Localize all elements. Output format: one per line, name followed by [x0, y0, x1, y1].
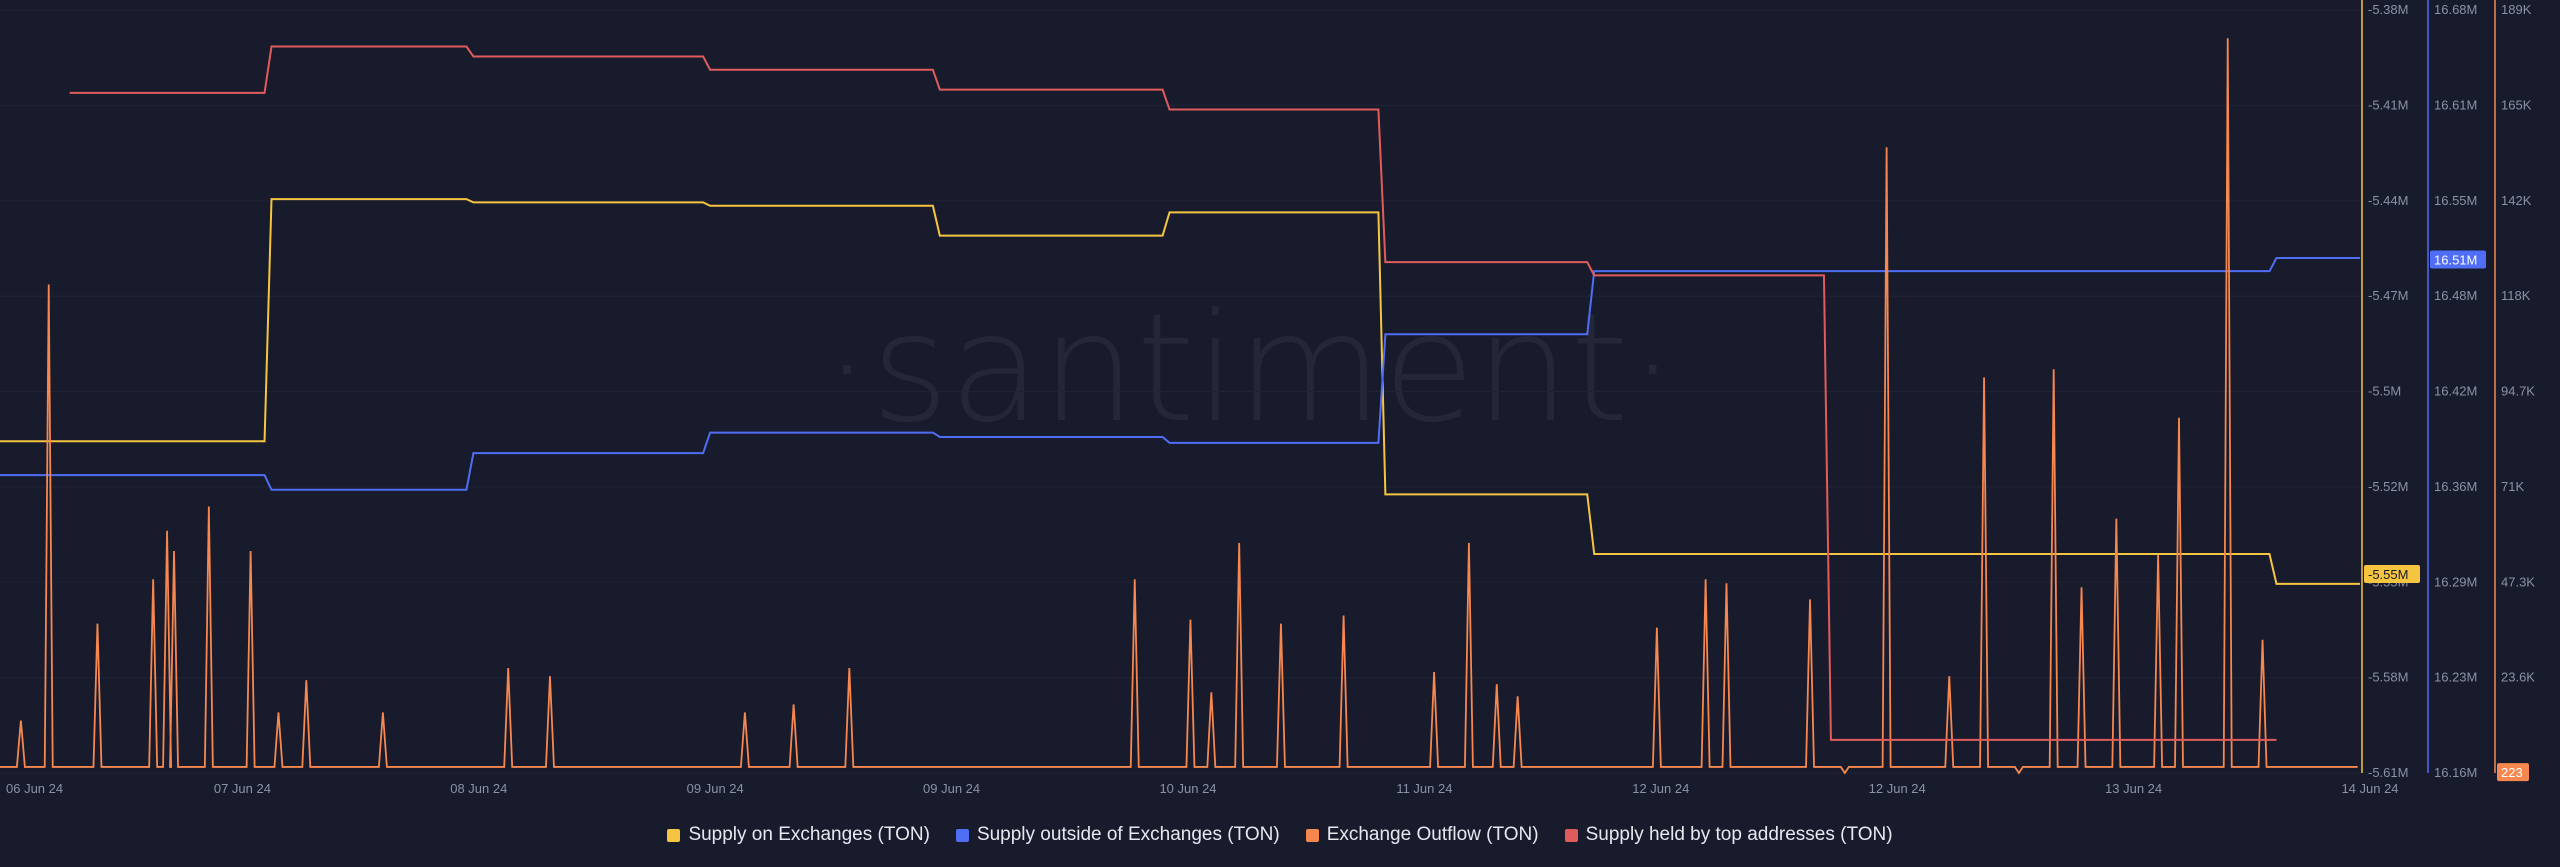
x-tick-label: 13 Jun 24: [2105, 781, 2162, 796]
value-badge-outside: 16.51M: [2434, 252, 2477, 267]
y-tick-label-outside: 16.23M: [2434, 670, 2477, 685]
y-tick-label-outside: 16.16M: [2434, 765, 2477, 780]
legend-label: Supply held by top addresses (TON): [1585, 824, 1893, 845]
y-tick-label-outflow: 94.7K: [2501, 384, 2535, 399]
y-tick-label-exchanges: -5.58M: [2368, 670, 2408, 685]
y-tick-label-outflow: 23.6K: [2501, 670, 2535, 685]
y-tick-label-exchanges: -5.47M: [2368, 288, 2408, 303]
legend-item[interactable]: Exchange Outflow (TON): [1305, 824, 1539, 846]
legend-swatch: [955, 828, 969, 842]
x-tick-label: 12 Jun 24: [1869, 781, 1926, 796]
series-line-exchange-outflow-ton: [0, 38, 2358, 775]
legend-item[interactable]: Supply on Exchanges (TON): [667, 824, 930, 846]
y-tick-label-exchanges: -5.38M: [2368, 2, 2408, 17]
y-tick-label-outflow: 189K: [2501, 2, 2532, 17]
y-tick-label-outside: 16.29M: [2434, 574, 2477, 589]
legend-label: Exchange Outflow (TON): [1326, 824, 1539, 845]
santiment-watermark: ·santiment·: [823, 282, 1676, 456]
x-tick-label: 09 Jun 24: [923, 781, 980, 796]
y-tick-label-outside: 16.36M: [2434, 479, 2477, 494]
value-badge-bg-exchanges: [2364, 564, 2420, 583]
y-tick-label-outside: 16.48M: [2434, 288, 2477, 303]
y-tick-label-outside: 16.61M: [2434, 97, 2477, 112]
y-tick-label-outside: 16.55M: [2434, 193, 2477, 208]
y-tick-label-outflow: 71K: [2501, 479, 2524, 494]
value-badge-bg-outside: [2430, 250, 2486, 269]
y-tick-label-exchanges: -5.41M: [2368, 97, 2408, 112]
legend-swatch: [1564, 828, 1578, 842]
legend-swatch: [1305, 828, 1319, 842]
x-tick-label: 11 Jun 24: [1396, 781, 1452, 796]
y-tick-label-outflow: 142K: [2501, 193, 2532, 208]
y-tick-label-outside: 16.42M: [2434, 384, 2477, 399]
legend-label: Supply outside of Exchanges (TON): [976, 824, 1280, 845]
x-tick-label: 06 Jun 24: [6, 781, 63, 796]
legend-swatch: [667, 828, 681, 842]
x-tick-label: 08 Jun 24: [450, 781, 507, 796]
y-tick-label-outflow: 47.3K: [2501, 574, 2535, 589]
x-tick-label: 10 Jun 24: [1159, 781, 1216, 796]
x-tick-label: 09 Jun 24: [687, 781, 744, 796]
series-group: [0, 38, 2360, 775]
axes-group: -5.38M -5.41M -5.44M -5.47M -5.5M -5.52M -5.55…: [6, 0, 2535, 796]
legend-item[interactable]: Supply outside of Exchanges (TON): [955, 824, 1280, 846]
value-badge-exchanges: -5.55M: [2368, 567, 2408, 582]
y-tick-label-exchanges: -5.5M: [2368, 384, 2401, 399]
legend-label: Supply on Exchanges (TON): [688, 824, 930, 845]
value-badge-outflow: 223: [2501, 765, 2523, 780]
legend-item[interactable]: Supply held by top addresses (TON): [1564, 824, 1893, 846]
y-tick-label-exchanges: -5.44M: [2368, 193, 2408, 208]
x-tick-label: 07 Jun 24: [214, 781, 271, 796]
series-line-supply-held-by-top-addresses-ton: [69, 45, 2277, 741]
y-tick-label-exchanges: -5.61M: [2368, 765, 2408, 780]
y-tick-label-outside: 16.68M: [2434, 2, 2477, 17]
value-badge-bg-outflow: [2497, 763, 2529, 782]
x-tick-label: 12 Jun 24: [1632, 781, 1689, 796]
series-line-supply-outside-of-exchanges-ton: [0, 256, 2360, 491]
y-tick-label-outflow: 165K: [2501, 97, 2532, 112]
y-tick-label-exchanges: -5.52M: [2368, 479, 2408, 494]
x-tick-label: 14 Jun 24: [2341, 781, 2398, 796]
grid: [0, 9, 2360, 774]
series-line-supply-on-exchanges-ton: [0, 198, 2360, 585]
y-tick-label-outflow: 118K: [2501, 288, 2531, 303]
watermark-text: ·santiment·: [823, 282, 1676, 456]
legend: Supply on Exchanges (TON) Supply outside …: [0, 818, 2560, 852]
